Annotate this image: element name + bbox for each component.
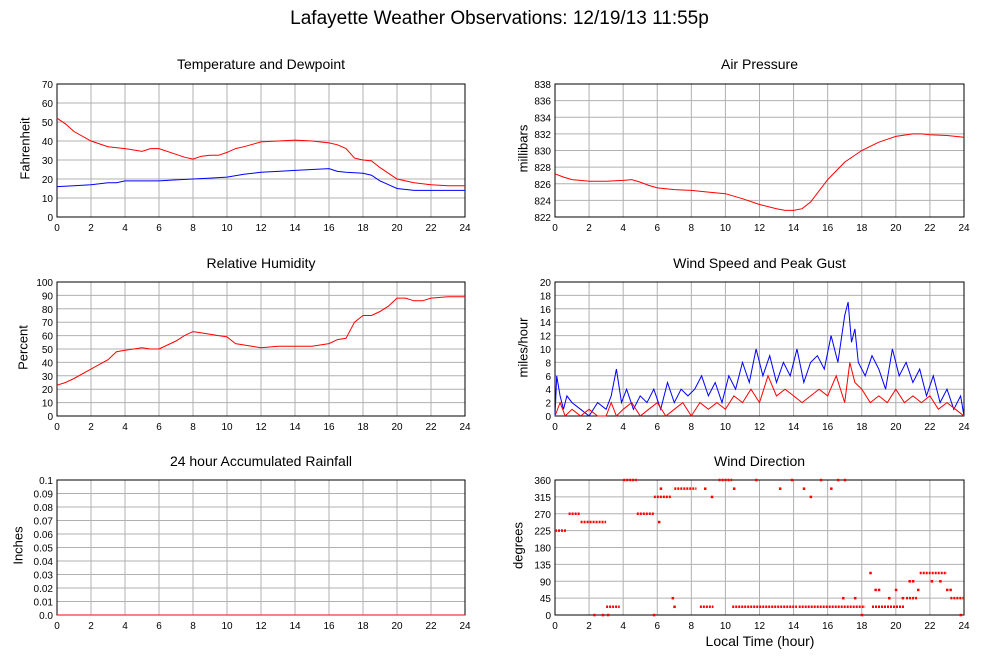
x-tick-label: 6 <box>156 223 162 234</box>
y-tick-label: 70 <box>42 80 54 91</box>
x-tick-label: 22 <box>425 223 437 234</box>
y-tick-label: 60 <box>42 99 54 110</box>
rainfall-chart-title: 24 hour Accumulated Rainfall <box>169 453 353 469</box>
x-tick-label: 2 <box>88 223 94 234</box>
x-tick-label: 10 <box>221 223 233 234</box>
x-tick-label: 0 <box>54 223 60 234</box>
rainfall-chart-ylabel: Inches <box>10 526 26 565</box>
y-tick-label: 0 <box>47 213 53 224</box>
wind-direction-chart-ylabel: degrees <box>510 522 526 569</box>
y-tick-label: 50 <box>42 118 54 129</box>
x-tick-label: 12 <box>255 223 267 234</box>
page-title: Lafayette Weather Observations: 12/19/13… <box>290 8 709 29</box>
temperature-chart-title: Temperature and Dewpoint <box>176 56 346 72</box>
pressure-chart-title: Air Pressure <box>720 56 799 72</box>
x-tick-label: 16 <box>323 223 335 234</box>
y-tick-label: 30 <box>42 156 54 167</box>
y-tick-label: 40 <box>42 137 54 148</box>
series-line-0 <box>56 117 465 187</box>
wind-speed-chart-title: Wind Speed and Peak Gust <box>673 255 846 271</box>
y-tick-label: 10 <box>42 194 54 205</box>
x-tick-label: 20 <box>391 223 403 234</box>
pressure-chart-ylabel: millibars <box>515 124 531 173</box>
x-tick-label: 24 <box>459 223 471 234</box>
x-tick-label: 18 <box>357 223 369 234</box>
wind-speed-chart-ylabel: miles/hour <box>515 317 531 378</box>
plot-frame <box>56 83 466 218</box>
series-line-1 <box>56 168 465 191</box>
humidity-chart-ylabel: Percent <box>15 325 31 370</box>
wind-direction-chart-title: Wind Direction <box>713 453 806 469</box>
humidity-chart-title: Relative Humidity <box>206 255 316 271</box>
x-tick-label: 4 <box>122 223 128 234</box>
x-axis-label: Local Time (hour) <box>705 633 815 649</box>
x-tick-label: 14 <box>289 223 301 234</box>
x-tick-label: 8 <box>190 223 196 234</box>
y-tick-label: 20 <box>42 175 54 186</box>
